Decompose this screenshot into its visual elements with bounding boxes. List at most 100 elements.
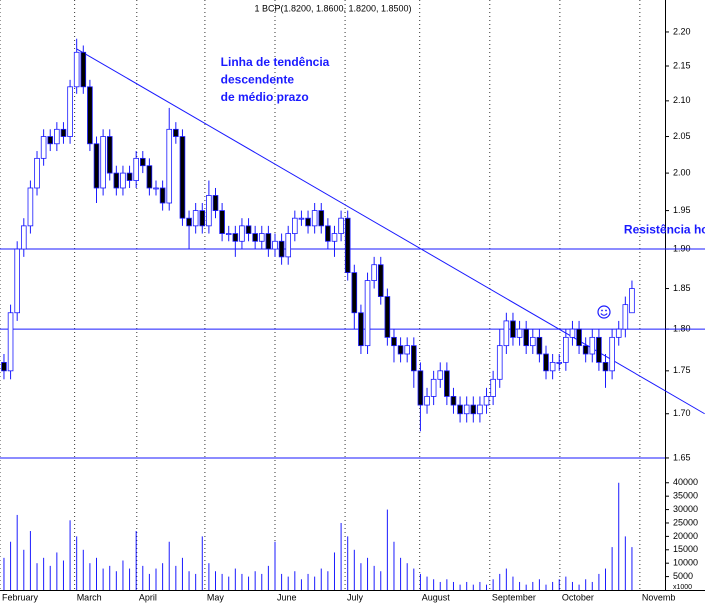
candle-body [391, 336, 397, 347]
candle-body [404, 345, 410, 355]
candle-body [397, 345, 404, 355]
volume-tick-label: 15000 [673, 544, 698, 554]
candle-body [225, 233, 232, 235]
candle-body [206, 195, 212, 227]
y-tick-label: 2.05 [673, 131, 691, 141]
candle-body [411, 345, 417, 372]
candle-body [186, 217, 192, 227]
candle-body [463, 404, 470, 415]
candle-body [549, 361, 556, 372]
candle-body [457, 404, 463, 415]
y-tick-label: 1.70 [673, 408, 691, 418]
candle-body [219, 210, 225, 234]
candle-body [292, 217, 298, 234]
volume-unit: x1000 [673, 584, 692, 591]
candle-body [298, 217, 305, 220]
candle-body [582, 345, 589, 355]
candle-body [510, 320, 516, 338]
candle-body [113, 172, 120, 189]
candle-body [258, 233, 265, 242]
x-tick-label: February [2, 592, 39, 602]
x-tick-label: March [77, 592, 102, 602]
candle-body [93, 143, 100, 189]
candle-body [377, 264, 384, 297]
candle-body [34, 157, 40, 189]
candle-body [417, 370, 424, 406]
candle-body [563, 336, 569, 363]
candle-body [265, 233, 272, 250]
candle-body [477, 404, 483, 415]
candle-body [7, 312, 14, 372]
candle-body [47, 136, 54, 145]
candle-body [27, 187, 34, 227]
candle-body [146, 165, 153, 189]
candle-body [100, 136, 106, 189]
candle-body [106, 136, 113, 174]
candle-body [20, 225, 27, 250]
candle-body [305, 217, 311, 227]
annotation: de médio prazo [221, 90, 309, 104]
y-tick-label: 2.10 [673, 95, 691, 105]
candle-body [139, 157, 146, 167]
volume-tick-label: 20000 [673, 531, 698, 541]
candle-body [364, 280, 371, 347]
candle-body [496, 345, 503, 380]
candle-body [245, 225, 252, 234]
candle-body [311, 210, 318, 227]
candle-body [569, 328, 576, 338]
volume-tick-label: 30000 [673, 504, 698, 514]
candle-body [424, 396, 430, 406]
candle-body [576, 328, 582, 347]
y-tick-label: 1.65 [673, 452, 691, 462]
annotation: descendente [221, 72, 295, 86]
candle-body [470, 404, 477, 415]
y-tick-label: 2.15 [673, 60, 691, 70]
candle-body [556, 361, 563, 364]
candle-body [358, 312, 364, 347]
x-tick-label: June [277, 592, 297, 602]
candle-body [40, 136, 47, 159]
y-tick-label: 1.85 [673, 283, 691, 293]
volume-tick-label: 10000 [673, 558, 698, 568]
y-tick-label: 1.90 [673, 243, 691, 253]
x-tick-label: September [492, 592, 536, 602]
x-tick-label: May [207, 592, 225, 602]
candle-body [543, 353, 549, 372]
candle-body [609, 336, 615, 372]
candle-body [192, 210, 199, 227]
candle-body [338, 217, 344, 234]
candle-body [331, 233, 338, 242]
candle-body [483, 396, 490, 406]
candle-body [14, 248, 20, 314]
chart-title: 1 BCP(1.8200, 1.8600, 1.8200, 1.8500) [254, 3, 411, 13]
candle-body [212, 195, 219, 211]
candle-body [252, 233, 258, 242]
candle-body [318, 210, 325, 227]
candle-body [371, 264, 377, 281]
candle-body [232, 233, 239, 242]
x-tick-label: April [139, 592, 157, 602]
candle-body [589, 336, 596, 355]
candle-body [239, 225, 245, 242]
candle-body [602, 361, 609, 372]
annotation: Linha de tendência [221, 55, 330, 69]
y-tick-label: 1.95 [673, 205, 691, 215]
candle-body [450, 396, 457, 406]
candle-body [278, 240, 285, 258]
candle-body [67, 86, 73, 137]
candle-body [344, 217, 351, 274]
candle-body [60, 128, 67, 137]
volume-tick-label: 25000 [673, 517, 698, 527]
candle-body [615, 328, 622, 338]
candle-body [87, 86, 93, 145]
candle-body [285, 233, 292, 258]
annotation: Resistência horizontal [624, 223, 705, 237]
candle-body [54, 128, 60, 145]
candle-body [437, 370, 444, 380]
candle-body [153, 187, 159, 190]
candle-body [351, 272, 358, 314]
x-tick-label: August [422, 592, 451, 602]
y-tick-label: 2.00 [673, 167, 691, 177]
y-tick-label: 1.80 [673, 323, 691, 333]
